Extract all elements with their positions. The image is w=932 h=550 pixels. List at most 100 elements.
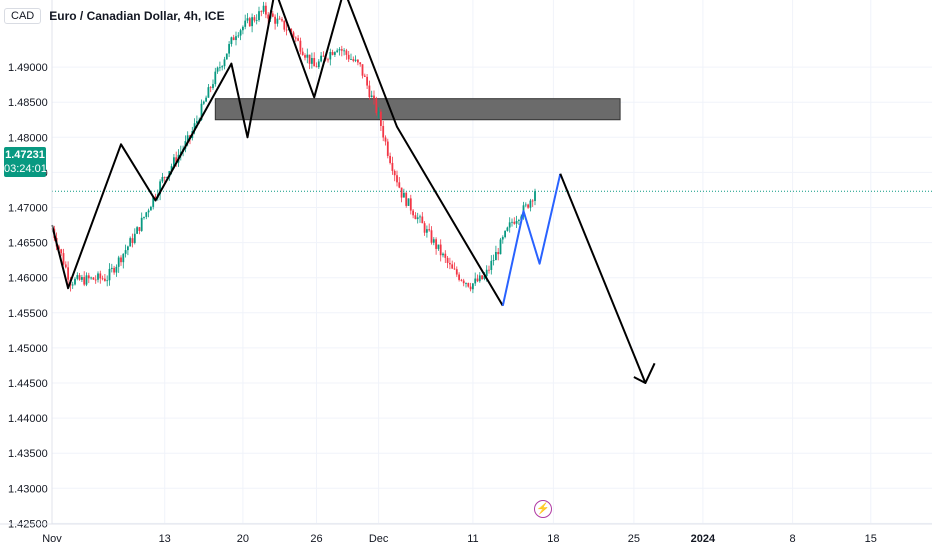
- candle-body: [435, 239, 437, 249]
- candle-body: [345, 50, 348, 55]
- arrow-head: [633, 362, 656, 384]
- candle-body: [150, 206, 152, 211]
- candle: [278, 15, 281, 20]
- price-axis[interactable]: 1.490001.485001.480001.475001.470001.465…: [8, 0, 53, 530]
- candle-body: [361, 64, 364, 76]
- x-tick-label: 26: [310, 533, 322, 545]
- candle-body: [110, 267, 113, 269]
- candle-body: [92, 277, 95, 280]
- candle: [437, 244, 440, 251]
- candle-body: [458, 274, 460, 280]
- candle-body: [207, 87, 210, 98]
- supply-zone[interactable]: [214, 98, 621, 121]
- candle-body: [78, 275, 81, 280]
- candle: [495, 245, 497, 261]
- candle-body: [143, 216, 145, 218]
- candle: [428, 223, 431, 232]
- candle: [426, 225, 428, 238]
- candle-body: [504, 230, 506, 238]
- candle: [352, 56, 355, 63]
- y-tick-label: 1.46500: [8, 238, 48, 250]
- candle-body: [129, 238, 132, 247]
- candle-body: [214, 71, 217, 85]
- black-pattern-line[interactable]: [51, 0, 504, 307]
- candle-body: [255, 20, 258, 21]
- candle-body: [414, 215, 417, 220]
- candle-body: [405, 192, 408, 206]
- time-axis[interactable]: Nov 13 20 26 Dec 11 18 25 2024 8 15: [0, 523, 932, 545]
- candle: [101, 275, 104, 281]
- candle: [294, 36, 297, 42]
- candle-body: [304, 55, 306, 58]
- candle: [104, 273, 106, 282]
- candle: [81, 274, 83, 283]
- candle: [133, 228, 136, 245]
- candle-body: [527, 204, 529, 208]
- candle-body: [209, 87, 212, 89]
- candle-body: [278, 18, 281, 20]
- candle-body: [101, 278, 104, 280]
- candle: [242, 25, 244, 35]
- candle: [453, 262, 456, 270]
- candle: [115, 264, 118, 277]
- candle-body: [136, 227, 138, 234]
- black-pattern-line[interactable]: [559, 173, 647, 384]
- candle-body: [499, 239, 502, 255]
- candle-body: [313, 58, 316, 67]
- candle: [531, 199, 534, 207]
- candle-body: [398, 182, 401, 188]
- x-tick-label: 18: [547, 533, 559, 545]
- candle: [283, 20, 286, 32]
- candle-body: [352, 59, 355, 61]
- candle-body: [497, 251, 500, 255]
- candle: [467, 282, 470, 288]
- candle-body: [490, 260, 493, 270]
- candle: [212, 79, 214, 90]
- candle-body: [492, 260, 495, 261]
- candle-body: [469, 286, 472, 290]
- candle-body: [58, 246, 60, 250]
- candle-body: [531, 200, 534, 202]
- candle: [262, 1, 265, 14]
- candle-body: [467, 283, 470, 287]
- candle: [221, 65, 224, 71]
- candle-body: [265, 5, 267, 15]
- candle: [375, 96, 378, 116]
- candle-body: [357, 59, 359, 63]
- x-tick-label: 20: [237, 533, 249, 545]
- candle-body: [94, 279, 97, 281]
- candle: [150, 205, 152, 211]
- candle: [423, 221, 426, 236]
- lightning-icon[interactable]: ⚡: [534, 500, 552, 518]
- currency-badge[interactable]: CAD: [4, 8, 42, 24]
- pattern-drawings[interactable]: [51, 0, 656, 384]
- candle-body: [290, 28, 293, 33]
- candle-body: [219, 67, 221, 69]
- candle-body: [432, 239, 435, 243]
- candle-body: [117, 257, 120, 267]
- y-tick-label: 1.48500: [8, 97, 48, 109]
- candle-body: [343, 50, 345, 52]
- candle-body: [506, 227, 509, 231]
- candle-body: [122, 253, 125, 263]
- candle: [435, 237, 437, 255]
- candle: [389, 152, 391, 165]
- candle: [214, 67, 217, 87]
- candle: [136, 226, 138, 235]
- candle: [380, 109, 382, 131]
- blue-pattern-line[interactable]: [501, 173, 562, 307]
- candle-body: [308, 54, 311, 64]
- candle: [511, 218, 513, 227]
- candle-body: [350, 59, 352, 60]
- candle: [384, 135, 387, 146]
- supply-zone-rect[interactable]: [214, 98, 621, 121]
- candle: [403, 188, 405, 198]
- candle: [143, 216, 145, 220]
- candle-body: [260, 11, 263, 12]
- candle-body: [331, 51, 334, 55]
- candle-body: [407, 198, 410, 206]
- candle-body: [85, 275, 88, 285]
- y-tick-label: 1.43000: [8, 483, 48, 495]
- candle-body: [81, 277, 83, 280]
